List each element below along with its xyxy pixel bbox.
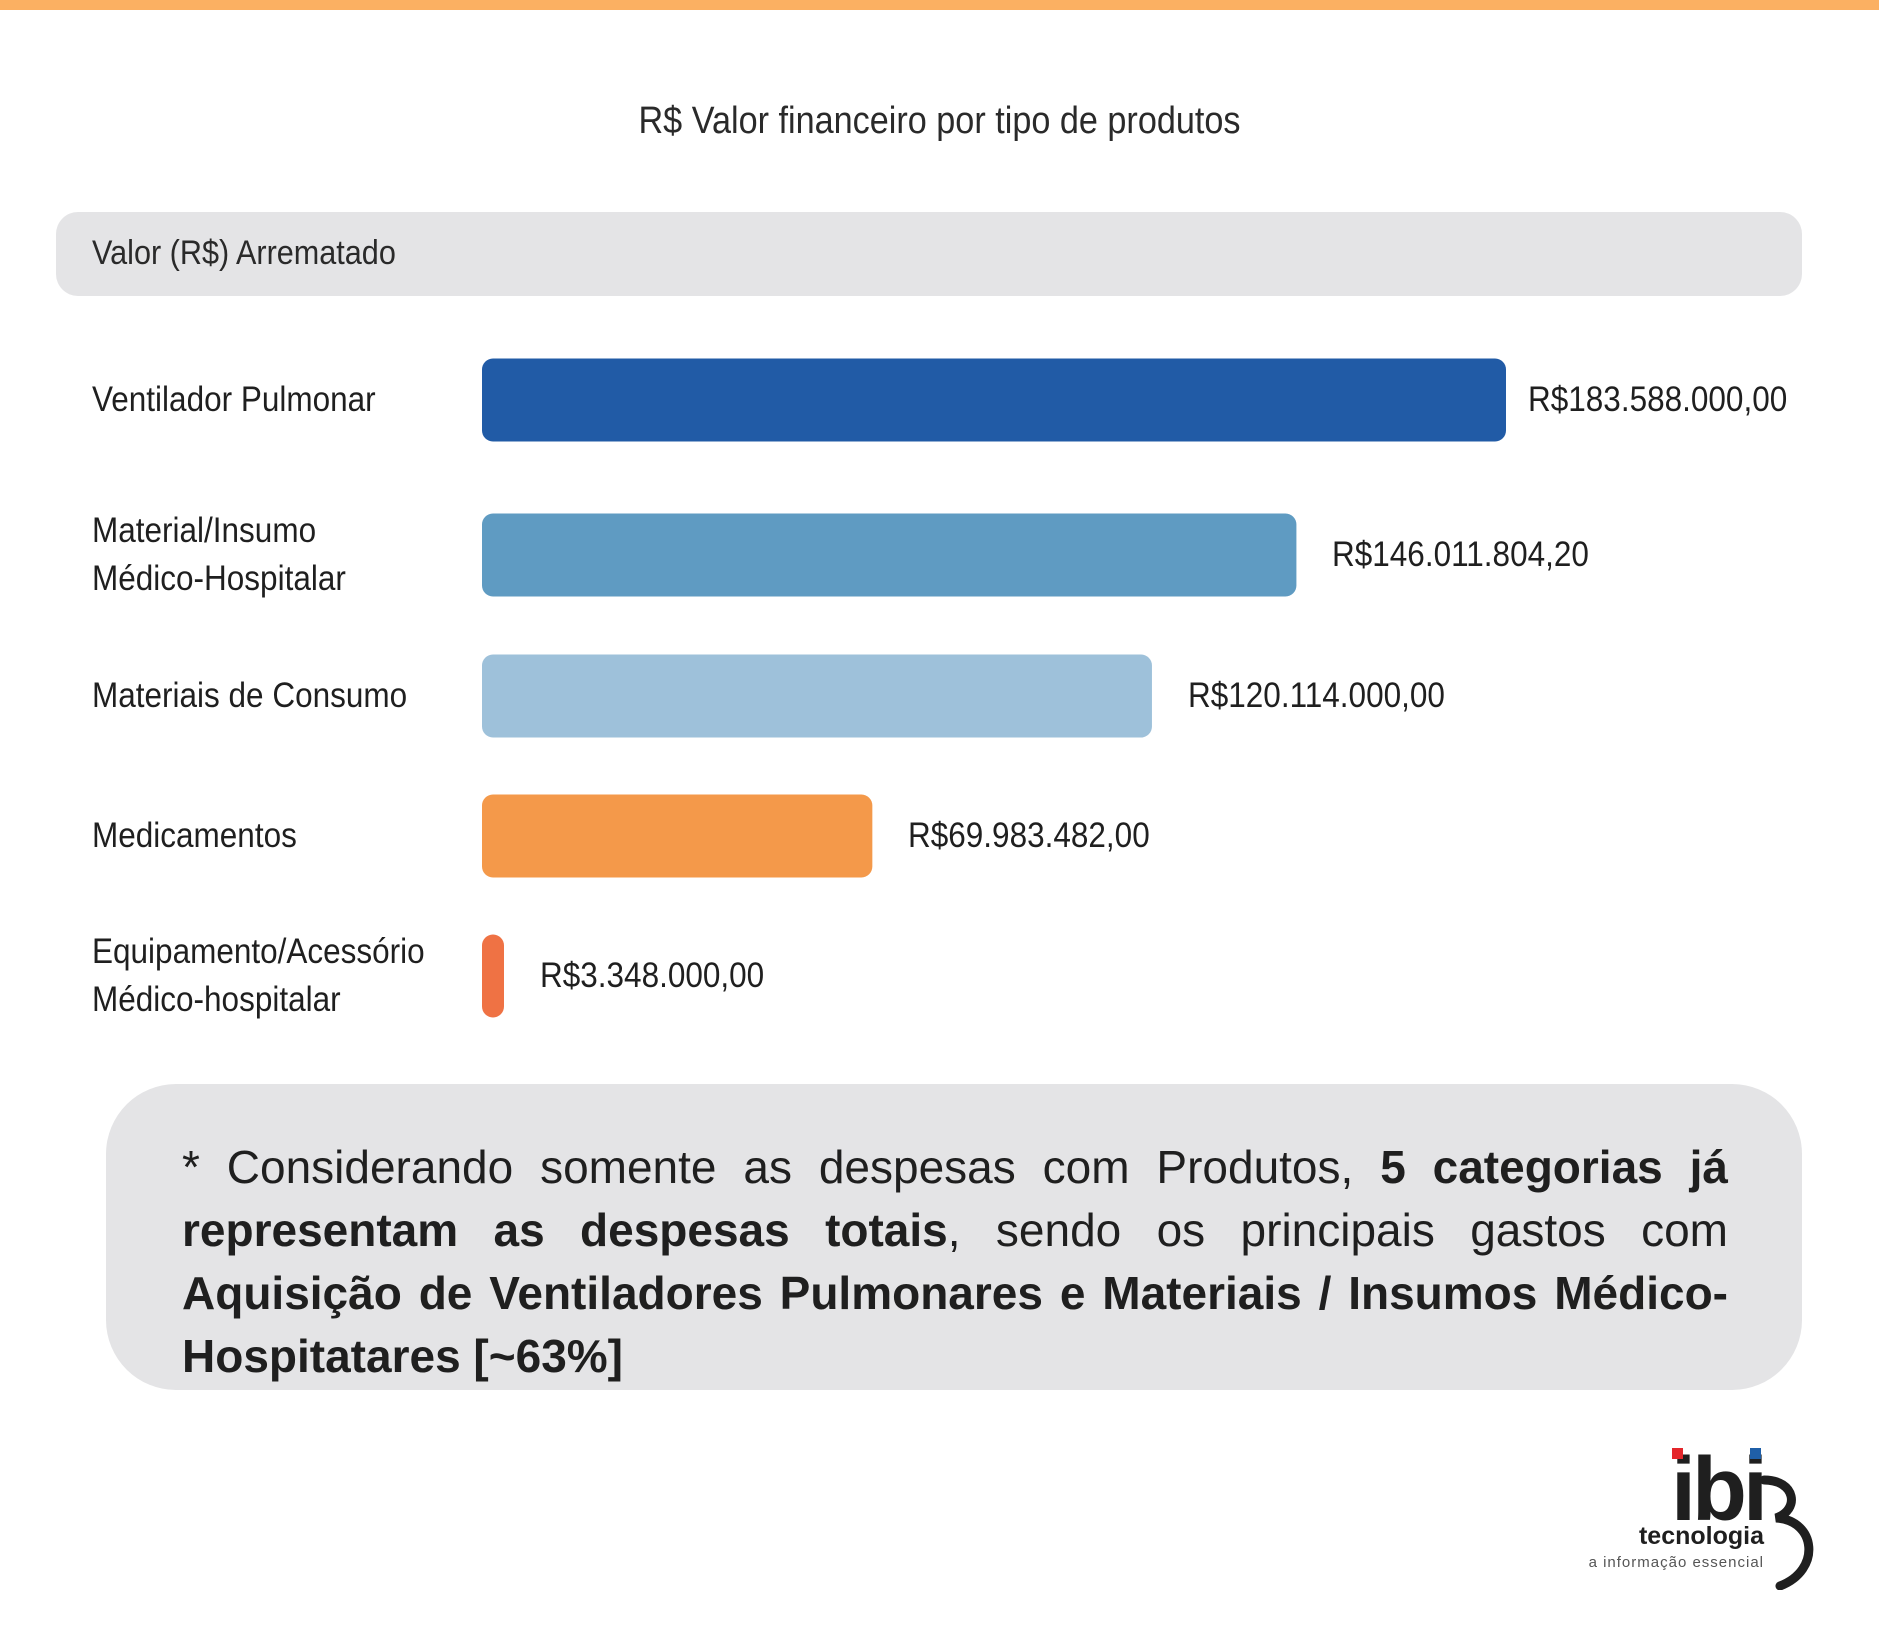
value-label-5: R$3.348.000,00 bbox=[540, 956, 765, 995]
logo-blue-dot bbox=[1750, 1448, 1761, 1459]
category-label-5: Equipamento/Acessório Médico-hospitalar bbox=[92, 932, 425, 1019]
value-label-4: R$69.983.482,00 bbox=[908, 816, 1151, 855]
bar-5 bbox=[482, 934, 504, 1018]
note-part-2: 5 categorias já representam as despesas … bbox=[182, 1141, 1728, 1256]
note-part-4: Aquisição de Ventiladores Pulmonares e M… bbox=[182, 1267, 1728, 1382]
note-text: * Considerando somente as despesas com P… bbox=[182, 1136, 1728, 1388]
note-box: * Considerando somente as despesas com P… bbox=[106, 1084, 1802, 1390]
series-header-bar: Valor (R$) Arrematado bbox=[56, 212, 1802, 296]
bar-3 bbox=[482, 654, 1152, 738]
bar-4 bbox=[482, 794, 873, 878]
bar-1 bbox=[482, 358, 1506, 442]
logo-arc-icon bbox=[1759, 1475, 1814, 1590]
value-label-2: R$146.011.804,20 bbox=[1332, 535, 1590, 574]
logo-tagline: a informação essencial bbox=[1588, 1554, 1764, 1571]
category-label-1: Ventilador Pulmonar bbox=[92, 380, 376, 419]
category-label-2: Material/Insumo Médico-Hospitalar bbox=[92, 511, 346, 598]
bar-2 bbox=[482, 513, 1297, 597]
category-label-3: Materiais de Consumo bbox=[92, 676, 408, 715]
top-accent-stripe bbox=[0, 0, 1879, 10]
logo-red-dot bbox=[1672, 1448, 1683, 1459]
value-label-1: R$183.588.000,00 bbox=[1528, 380, 1788, 419]
chart-title: R$ Valor financeiro por tipo de produtos bbox=[638, 100, 1241, 142]
category-label-4: Medicamentos bbox=[92, 816, 297, 855]
note-part-3: , sendo os principais gastos com bbox=[947, 1204, 1728, 1256]
company-logo: ibi tecnologia a informação essencial bbox=[1580, 1440, 1840, 1590]
note-part-1: * Considerando somente as despesas com P… bbox=[182, 1141, 1381, 1193]
value-label-3: R$120.114.000,00 bbox=[1187, 676, 1445, 715]
logo-name: tecnologia bbox=[1638, 1522, 1764, 1550]
series-header-label: Valor (R$) Arrematado bbox=[92, 234, 396, 272]
